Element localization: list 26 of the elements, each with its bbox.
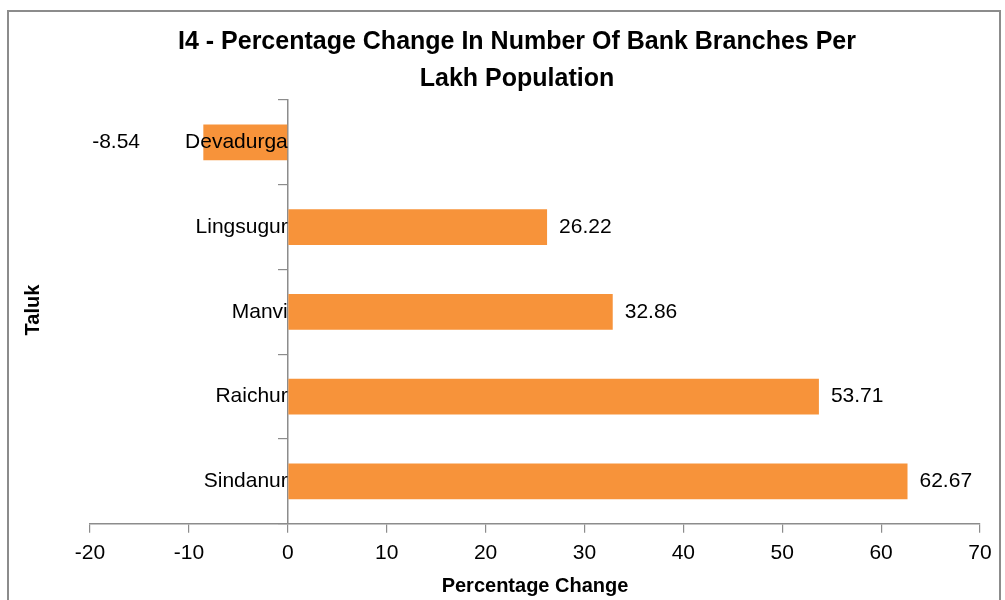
data-label: 32.86: [624, 298, 678, 322]
bar: [288, 294, 613, 330]
y-tick-label: Lingsugur: [195, 213, 288, 237]
y-tick-label: Manvi: [231, 298, 288, 322]
data-label: -8.54: [92, 129, 141, 153]
x-tick-label: 60: [869, 540, 893, 564]
x-tick-label: -20: [74, 540, 106, 564]
x-tick-label: 70: [968, 540, 992, 564]
data-label: 26.22: [559, 213, 612, 237]
chart-title: I4 - Percentage Change In Number Of Bank Branches Per Lakh Population: [177, 25, 857, 93]
x-tick-label: 40: [671, 540, 696, 564]
x-tick-label: 30: [572, 540, 597, 564]
x-tick-label: -10: [173, 540, 205, 564]
y-tick-label: Sindanur: [203, 468, 288, 492]
data-label: 62.67: [919, 468, 973, 492]
y-axis-title: Taluk: [20, 284, 44, 336]
bar: [288, 209, 548, 245]
x-axis-title: Percentage Change: [441, 573, 629, 596]
x-tick-label: 0: [281, 540, 294, 564]
x-tick-label: 20: [473, 540, 498, 564]
x-tick-label: 50: [770, 540, 794, 564]
bar: [288, 378, 819, 415]
y-tick-label: Raichur: [215, 383, 288, 407]
data-label: 53.71: [830, 383, 884, 407]
bar: [288, 463, 908, 500]
x-tick-label: 10: [374, 540, 399, 564]
